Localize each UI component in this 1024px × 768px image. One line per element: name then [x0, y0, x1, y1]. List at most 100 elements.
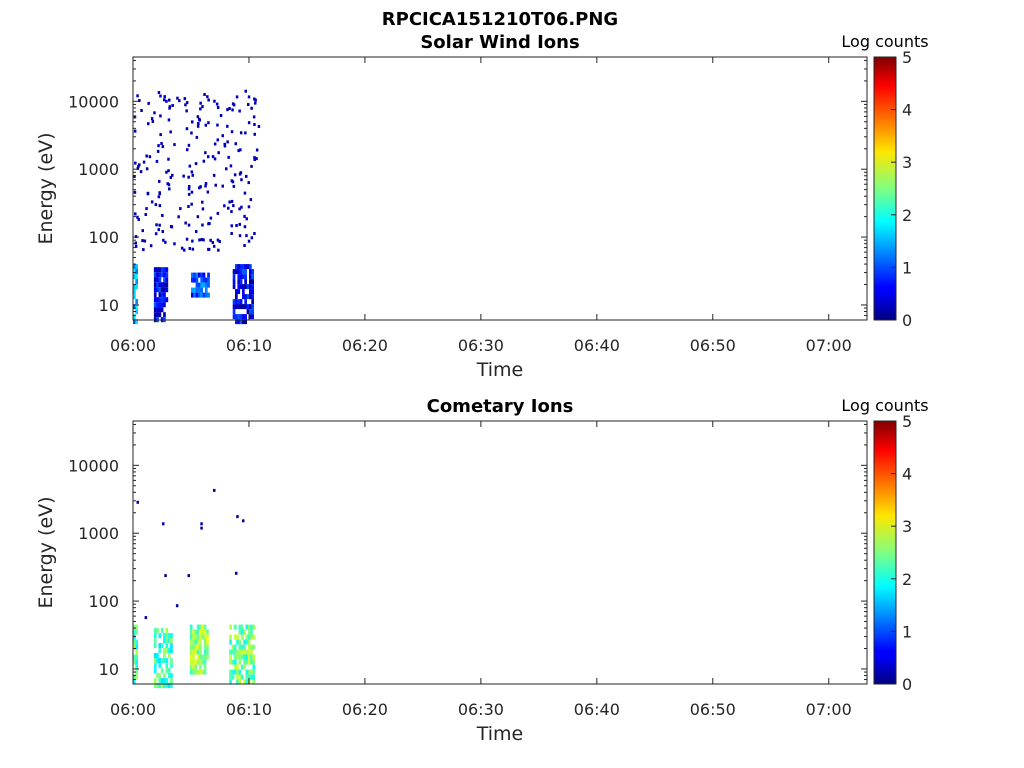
data-cell	[163, 297, 166, 303]
data-cell	[223, 204, 226, 208]
data-cell	[165, 272, 169, 278]
data-cell	[211, 155, 215, 159]
data-cell	[239, 264, 243, 270]
data-cell	[233, 634, 237, 640]
data-cell	[170, 658, 173, 664]
data-cell	[187, 192, 191, 196]
data-cell	[189, 654, 193, 660]
data-cell	[251, 274, 254, 280]
data-cell	[249, 309, 252, 315]
data-cell	[214, 183, 217, 187]
data-cell	[157, 144, 160, 148]
x-tick-label: 06:10	[226, 336, 272, 355]
data-cell	[153, 643, 157, 649]
data-cell	[136, 215, 139, 219]
y-tick-label: 1000	[78, 160, 119, 179]
data-cell	[145, 207, 148, 211]
data-cell	[135, 274, 138, 280]
data-cell	[244, 131, 247, 135]
data-cell	[158, 633, 162, 639]
data-cell	[188, 247, 191, 250]
data-cell	[230, 224, 233, 228]
data-cell	[160, 282, 164, 288]
data-cell	[206, 634, 209, 640]
data-cell	[192, 654, 195, 660]
data-cell	[238, 109, 241, 113]
data-cell	[240, 178, 243, 182]
data-cell	[201, 659, 205, 665]
data-cell	[192, 649, 195, 655]
data-cell	[245, 679, 249, 685]
data-cell	[212, 173, 216, 177]
panel-cometary-ions: 06:00 06:10 06:20 06:30 06:40 06:50 07:0010100…	[35, 396, 929, 745]
data-cell	[135, 304, 138, 310]
data-cell	[243, 225, 247, 229]
data-cell	[196, 624, 200, 630]
data-cell	[200, 526, 203, 530]
data-cell	[206, 639, 209, 645]
data-cell	[247, 634, 251, 640]
data-cell	[244, 264, 247, 270]
data-cell	[204, 182, 208, 185]
data-cell	[196, 124, 200, 128]
data-cell	[252, 679, 256, 685]
data-cell	[238, 649, 242, 655]
data-cell	[239, 284, 243, 290]
data-cell	[149, 244, 153, 248]
data-cell	[176, 96, 179, 100]
data-cell	[250, 624, 253, 630]
data-cell	[244, 319, 247, 325]
data-cell	[165, 658, 169, 664]
data-cell	[233, 654, 237, 660]
data-cell	[196, 629, 200, 635]
data-cell	[215, 102, 219, 106]
data-cell	[167, 183, 171, 187]
data-cell	[250, 669, 253, 675]
data-cell	[245, 669, 249, 675]
data-cell	[219, 114, 223, 117]
data-cell	[240, 654, 244, 660]
data-cell	[253, 232, 256, 235]
data-cell	[199, 659, 202, 665]
data-cell	[207, 222, 210, 226]
data-cell	[229, 669, 232, 675]
data-cell	[141, 229, 144, 233]
data-cell	[253, 123, 256, 126]
data-cell	[154, 203, 158, 207]
data-cell	[133, 659, 136, 665]
data-cell	[189, 659, 193, 665]
x-tick-label: 06:50	[690, 700, 736, 719]
data-cell	[235, 289, 238, 295]
data-cell	[202, 282, 206, 288]
colorbar	[873, 56, 897, 321]
data-cell	[244, 284, 247, 290]
x-tick-label: 06:40	[574, 336, 620, 355]
data-cell	[206, 629, 209, 635]
data-cell	[243, 244, 246, 247]
data-cell	[193, 292, 196, 298]
data-cell	[199, 629, 202, 635]
data-cell	[216, 211, 220, 215]
data-cell	[192, 639, 195, 645]
data-cell	[199, 654, 202, 660]
data-cell	[204, 292, 208, 298]
data-cell	[199, 107, 202, 111]
data-cell	[201, 200, 204, 204]
data-cell	[246, 304, 250, 310]
data-cell	[238, 172, 242, 176]
data-cell	[247, 624, 251, 630]
data-cell	[240, 634, 244, 640]
data-cell	[163, 98, 166, 102]
data-cell	[250, 236, 254, 240]
data-cell	[187, 175, 190, 179]
data-cell	[223, 142, 226, 146]
data-cell	[156, 287, 159, 293]
data-cell	[189, 644, 193, 650]
data-cell	[239, 274, 243, 280]
data-cell	[229, 639, 232, 645]
data-cell	[135, 624, 138, 630]
data-cell	[197, 287, 201, 293]
data-cell	[197, 272, 201, 278]
data-cell	[234, 142, 237, 146]
data-cell	[145, 167, 149, 171]
